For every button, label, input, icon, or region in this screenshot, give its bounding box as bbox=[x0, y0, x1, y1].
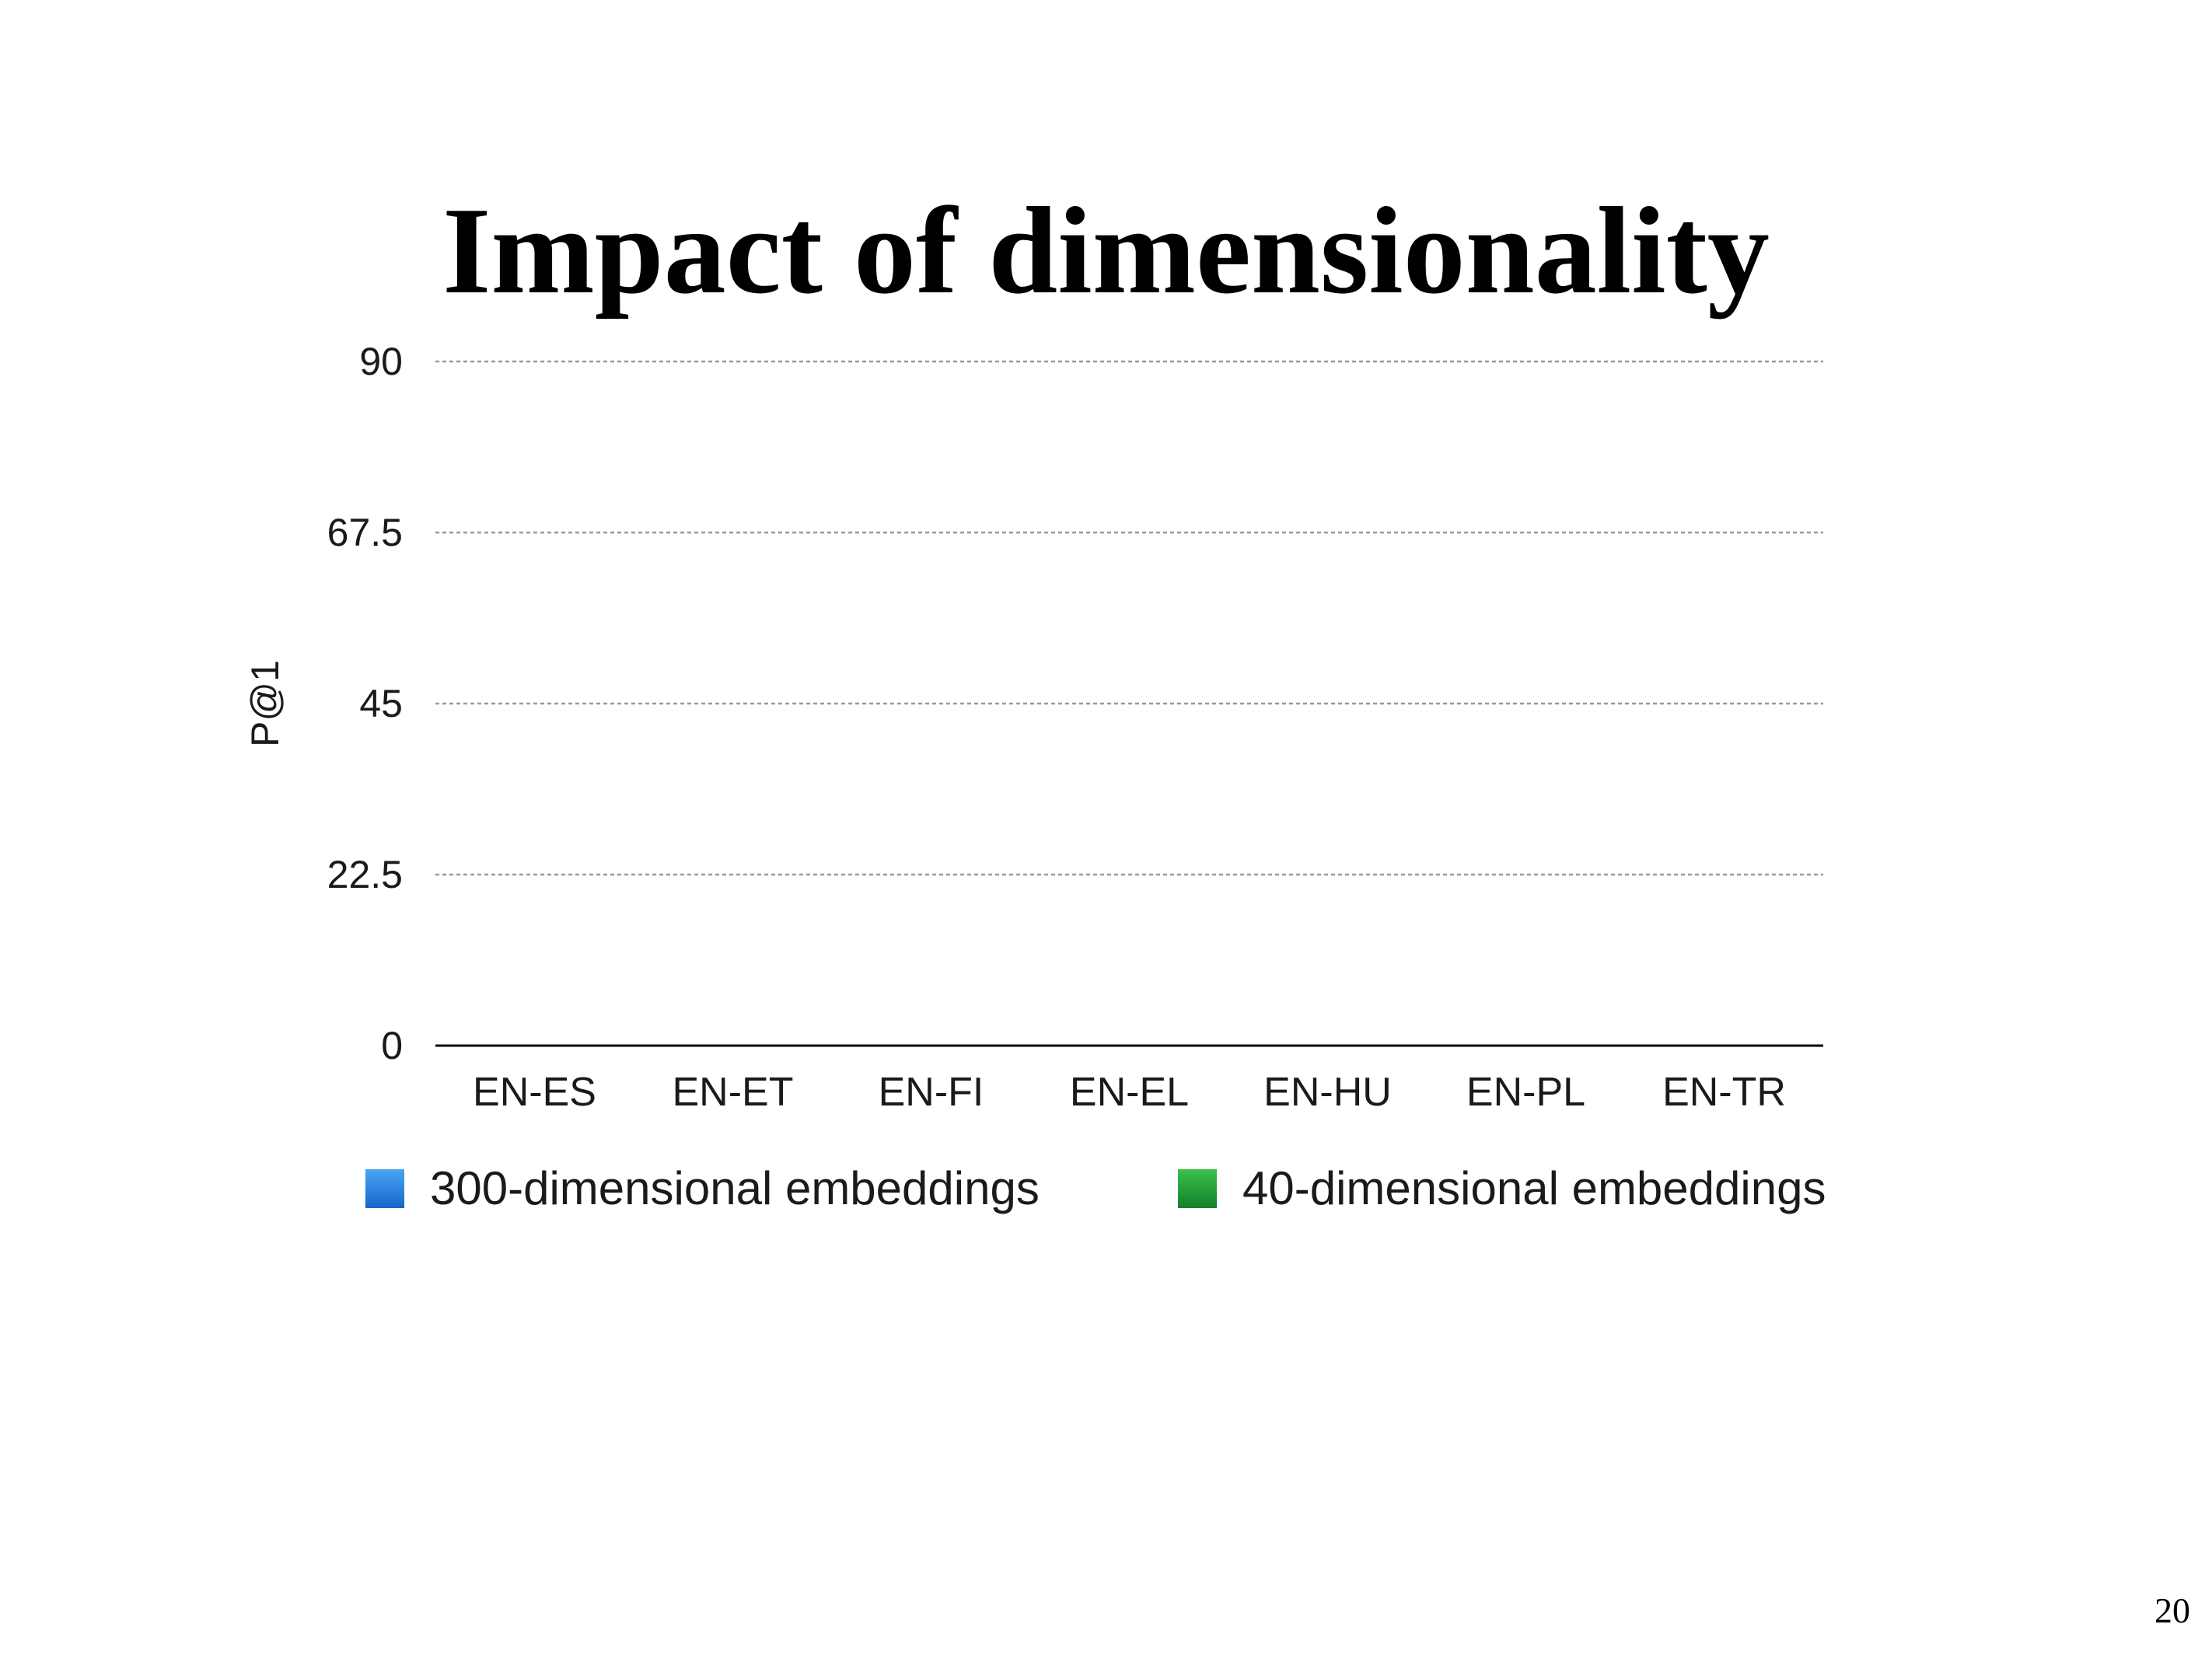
x-tick-label: EN-TR bbox=[1662, 1070, 1786, 1115]
y-tick-label: 67.5 bbox=[327, 511, 403, 554]
y-tick-label: 45 bbox=[359, 682, 403, 725]
x-tick-label: EN-ES bbox=[473, 1070, 596, 1115]
legend-swatch bbox=[365, 1169, 404, 1208]
legend: 300-dimensional embeddings 40-dimensional… bbox=[365, 1162, 1826, 1214]
page-number: 20 bbox=[2154, 1591, 2190, 1630]
x-tick-label: EN-PL bbox=[1466, 1070, 1585, 1115]
x-tick-labels: EN-ES EN-ET EN-FI EN-EL EN-HU EN-PL EN-TR bbox=[473, 1070, 1786, 1115]
x-tick-label: EN-ET bbox=[673, 1070, 794, 1115]
x-tick-label: EN-HU bbox=[1263, 1070, 1392, 1115]
slide-title: Impact of dimensionality bbox=[442, 181, 1770, 320]
gridlines bbox=[435, 360, 1823, 876]
legend-label: 40-dimensional embeddings bbox=[1242, 1162, 1826, 1214]
y-tick-label: 0 bbox=[381, 1024, 403, 1067]
y-tick-label: 90 bbox=[359, 340, 403, 383]
x-tick-label: EN-FI bbox=[879, 1070, 984, 1115]
x-tick-label: EN-EL bbox=[1070, 1070, 1189, 1115]
y-tick-labels: 0 22.5 45 67.5 90 bbox=[327, 340, 403, 1067]
y-axis-title: P@1 bbox=[243, 660, 287, 747]
legend-swatch bbox=[1178, 1169, 1217, 1208]
y-tick-label: 22.5 bbox=[327, 853, 403, 896]
legend-label: 300-dimensional embeddings bbox=[430, 1162, 1040, 1214]
